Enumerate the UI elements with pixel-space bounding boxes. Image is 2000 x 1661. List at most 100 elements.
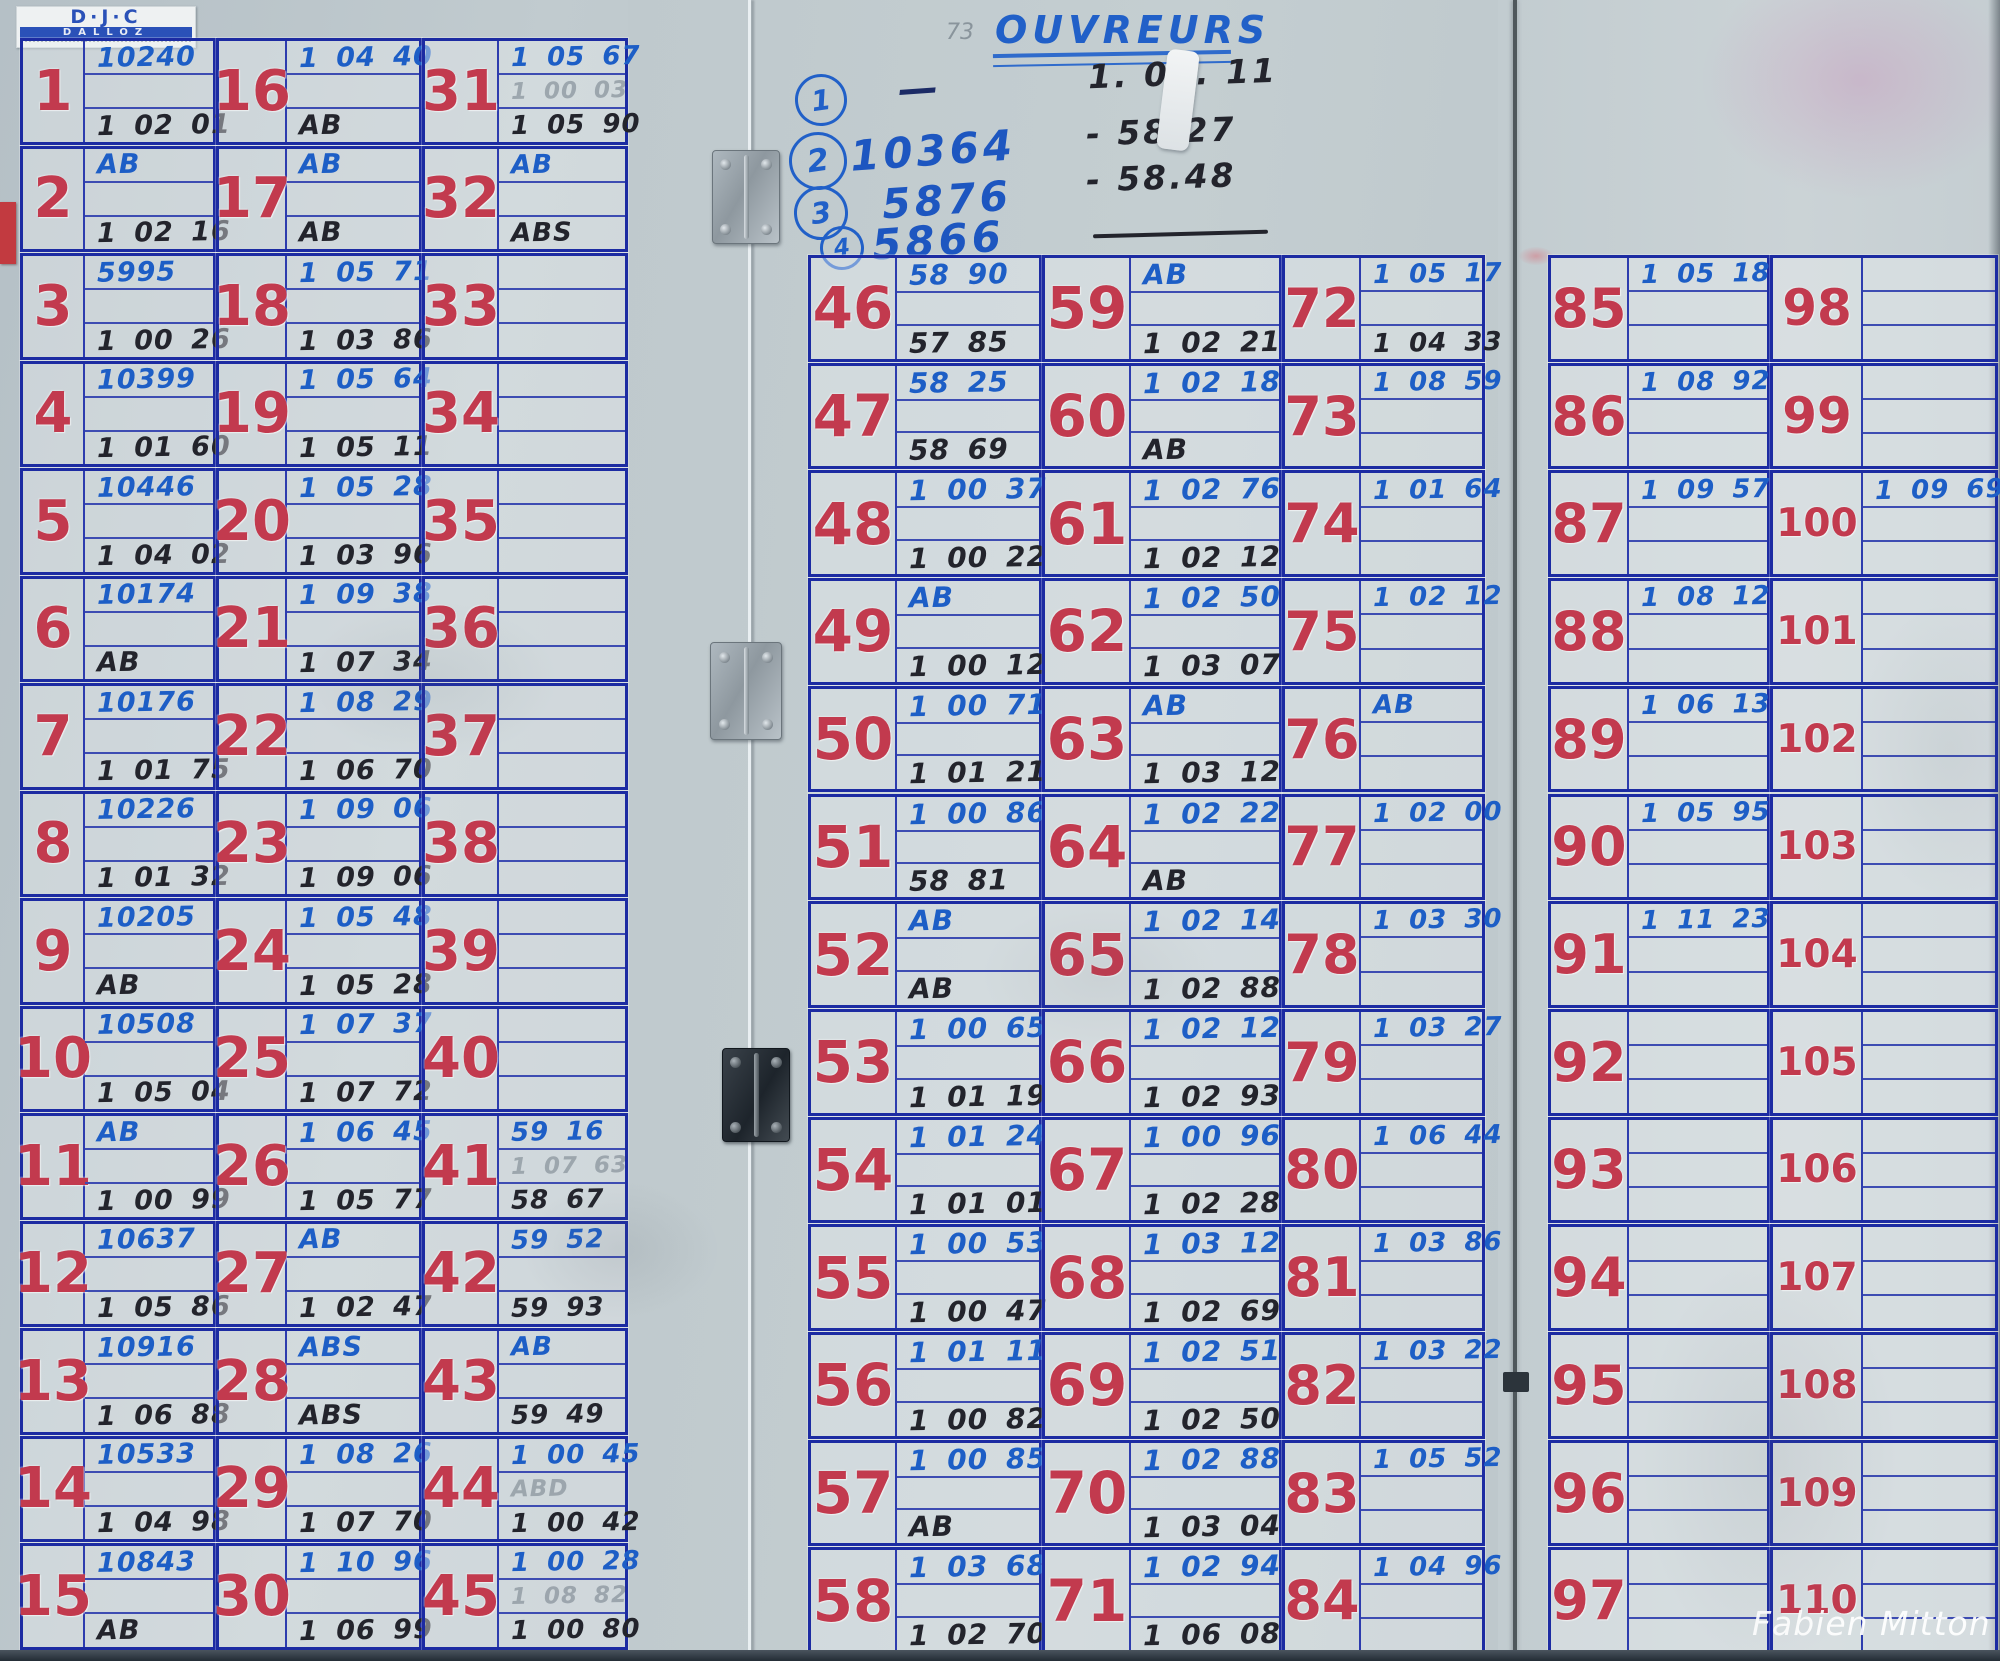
value-line-top: 1 09 38 <box>287 578 433 613</box>
value-line-top: 1 02 00 <box>1361 796 1503 831</box>
value-line-top: 1 07 37 <box>287 1008 433 1043</box>
value-line-top: 1 01 24 <box>897 1118 1047 1155</box>
cell-number: 34 <box>422 363 500 464</box>
value-line-top: 1 04 40 <box>287 40 433 76</box>
cell-number: 50 <box>811 688 897 790</box>
value-line-top: 1 01 64 <box>1361 473 1503 508</box>
value-line-top <box>499 901 625 936</box>
cell-29: 29 1 08 26 1 07 70 <box>213 1435 433 1542</box>
value-line-bot <box>499 539 625 571</box>
cell-number: 105 <box>1773 1011 1863 1113</box>
cell-89: 89 1 06 13 <box>1548 685 1771 793</box>
value-line-top: 1 02 76 <box>1131 472 1281 509</box>
cell-32: 32 AB ABS <box>422 145 628 252</box>
value-line-mid <box>897 939 1039 972</box>
value-line-top: 1 00 65 <box>897 1011 1047 1047</box>
value-line-bot: AB <box>85 1614 213 1647</box>
cell-value-bot: ABS <box>298 1399 364 1432</box>
value-line-mid <box>287 1043 419 1077</box>
cell-76: 76 AB <box>1282 685 1485 793</box>
cell-value-top: 1 08 59 <box>1372 365 1503 398</box>
value-line-bot <box>499 1077 625 1109</box>
cell-42: 42 59 52 59 93 <box>422 1220 628 1327</box>
value-line-mid <box>1361 292 1482 327</box>
cell-value-top: 1 02 18 <box>1142 364 1282 400</box>
value-line-bot <box>1863 1511 1995 1543</box>
value-line-mid <box>1131 724 1279 757</box>
value-line-mid: 1 00 03 <box>499 75 628 110</box>
cell-number: 64 <box>1045 796 1131 898</box>
value-line-top: 1 05 17 <box>1361 258 1503 293</box>
cell-number: 90 <box>1551 796 1629 898</box>
value-line-top: 1 02 14 <box>1131 903 1281 940</box>
cell-13: 13 10916 1 06 88 <box>14 1328 231 1435</box>
cell-value-top: 1 05 95 <box>1640 796 1771 829</box>
cell-97: 97 <box>1548 1547 1770 1655</box>
value-line-bot <box>1361 1619 1482 1651</box>
cell-95: 95 <box>1548 1332 1770 1439</box>
cell-value-top: 1 05 52 <box>1372 1442 1503 1475</box>
cell-value-bot: 1 05 28 <box>298 968 433 1003</box>
photographer-watermark: Fabien Mitton <box>1752 1604 1991 1643</box>
value-line-bot <box>1629 1296 1767 1328</box>
cell-number: 71 <box>1045 1550 1131 1652</box>
value-line-bot <box>1863 973 1995 1005</box>
value-line-top: 10508 <box>85 1008 213 1043</box>
value-line-mid <box>85 1258 213 1292</box>
value-line-top: 1 05 28 <box>287 470 433 506</box>
value-line-bot <box>499 862 625 894</box>
cell-value-top: 1 10 96 <box>298 1545 433 1579</box>
value-line-bot <box>1863 542 1995 574</box>
cell-number: 108 <box>1773 1335 1863 1436</box>
cell-value-top: 1 09 57 <box>1640 473 1771 506</box>
cell-number: 42 <box>422 1223 500 1324</box>
value-line-top <box>1863 1227 1995 1262</box>
cell-value-bot: 1 00 12 <box>908 647 1048 683</box>
value-line-bot: 1 06 08 <box>1131 1617 1281 1652</box>
value-line-bot: AB <box>897 971 1039 1005</box>
cell-number: 13 <box>14 1331 92 1432</box>
cell-value-top: 1 04 96 <box>1372 1550 1503 1583</box>
cell-59: 59 AB 1 02 21 <box>1042 255 1282 362</box>
cell-number: 110 <box>1773 1550 1863 1652</box>
cell-number: 91 <box>1551 904 1629 1005</box>
value-line-mid <box>1629 615 1767 650</box>
value-line-mid <box>1131 508 1279 542</box>
cell-number: 87 <box>1551 473 1629 575</box>
cell-value-top: ABS <box>298 1331 364 1364</box>
cell-62: 62 1 02 50 1 03 07 <box>1042 578 1282 685</box>
cell-22: 22 1 08 29 1 06 70 <box>213 683 433 790</box>
value-line-top <box>1629 1550 1767 1585</box>
value-line-top: 1 00 96 <box>1131 1118 1281 1155</box>
cell-number: 12 <box>14 1223 92 1324</box>
cell-value-bot: AB <box>96 647 141 679</box>
faint-note: 73 <box>946 20 974 45</box>
value-line-top: 1 09 06 <box>287 793 433 828</box>
value-line-bot: 1 00 47 <box>897 1294 1047 1329</box>
value-line-mid <box>1863 1585 1995 1619</box>
cell-value-bot: 1 00 99 <box>96 1183 231 1218</box>
cell-25: 25 1 07 37 1 07 72 <box>213 1005 433 1112</box>
cell-value-top: 1 08 12 <box>1640 581 1771 614</box>
cell-6: 6 10174 AB <box>20 575 216 682</box>
cell-number: 27 <box>213 1223 291 1324</box>
cell-82: 82 1 03 22 <box>1282 1332 1503 1439</box>
cell-value-bot: 1 05 90 <box>510 109 641 142</box>
cell-36: 36 <box>422 575 628 682</box>
value-line-mid <box>1131 939 1279 972</box>
cell-value-top: 1 00 53 <box>908 1226 1048 1262</box>
cell-number: 31 <box>422 41 500 142</box>
cell-46: 46 58 90 57 85 <box>808 255 1042 362</box>
value-line-top: 1 03 22 <box>1361 1335 1503 1370</box>
value-line-bot: 1 01 19 <box>897 1078 1047 1113</box>
cell-102: 102 <box>1770 685 1998 793</box>
cell-number: 66 <box>1045 1011 1131 1113</box>
cell-45: 45 1 00 28 1 08 82 1 00 80 <box>422 1543 641 1650</box>
value-line-top: 1 03 68 <box>897 1549 1047 1586</box>
value-line-top: 10205 <box>85 901 213 936</box>
cell-value-top: 1 01 11 <box>908 1333 1048 1370</box>
cell-109: 109 <box>1770 1439 1998 1547</box>
cell-value-top: AB <box>510 1331 554 1363</box>
cell-value-top: 1 02 12 <box>1372 581 1503 614</box>
cell-79: 79 1 03 27 <box>1282 1008 1503 1116</box>
